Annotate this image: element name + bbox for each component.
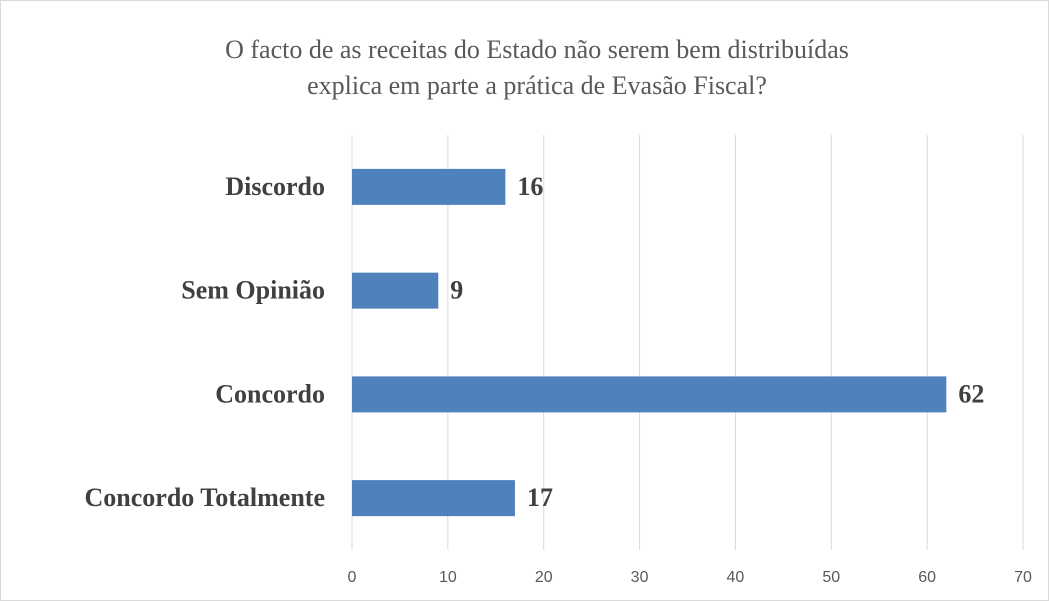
y-tick-label: Concordo Totalmente (85, 483, 326, 512)
x-tick-label: 0 (348, 569, 357, 586)
y-tick-label: Discordo (225, 172, 325, 201)
x-tick-label: 40 (727, 569, 745, 586)
x-tick-label: 20 (535, 569, 553, 586)
x-tick-label: 30 (631, 569, 649, 586)
y-tick-label: Sem Opinião (181, 276, 325, 305)
bar (352, 168, 506, 205)
chart-title: O facto de as receitas do Estado não ser… (225, 35, 849, 64)
value-label: 16 (517, 172, 543, 201)
chart-title: explica em parte a prática de Evasão Fis… (307, 71, 767, 100)
x-tick-label: 50 (822, 569, 840, 586)
x-tick-label: 10 (439, 569, 457, 586)
y-tick-label: Concordo (215, 379, 325, 408)
value-label: 17 (527, 483, 553, 512)
bar (352, 376, 947, 413)
x-tick-label: 70 (1014, 569, 1032, 586)
bar (352, 480, 515, 517)
value-label: 62 (958, 379, 984, 408)
x-tick-label: 60 (918, 569, 936, 586)
bar (352, 272, 439, 309)
value-label: 9 (450, 276, 463, 305)
